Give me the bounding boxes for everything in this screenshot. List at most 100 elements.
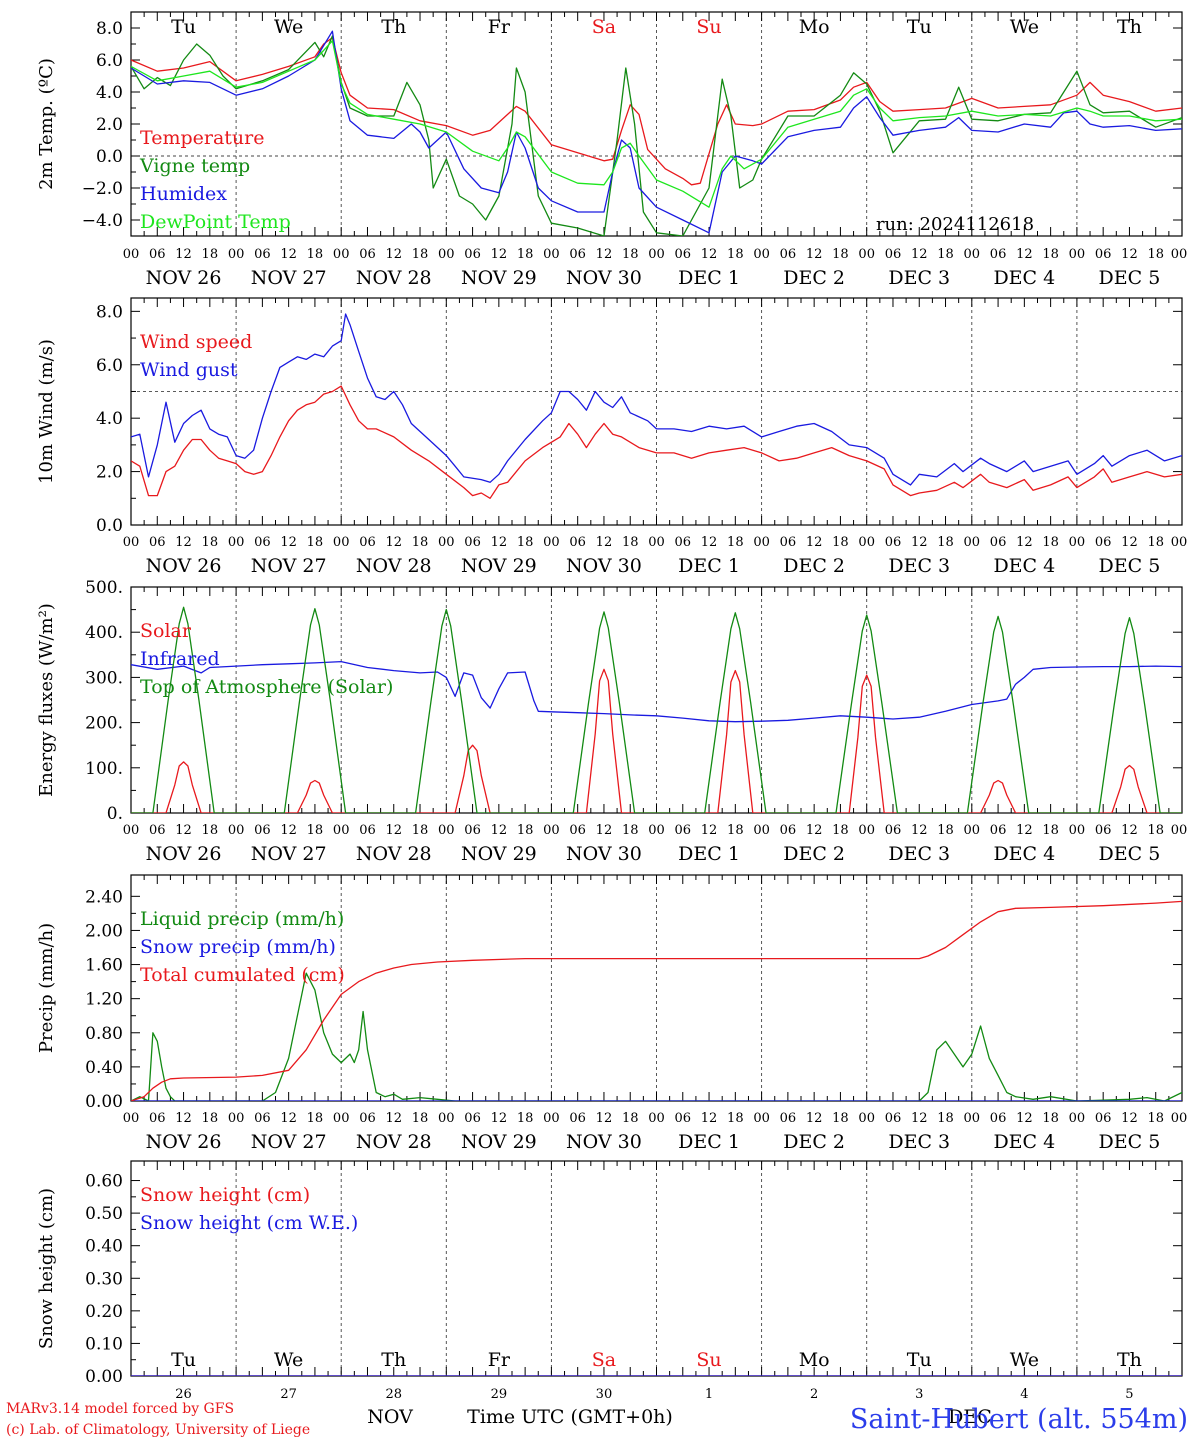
bottom-date-label: 28 — [385, 1387, 402, 1402]
hour-tick-label: 00 — [123, 823, 140, 838]
y-tick-label: 0.10 — [85, 1334, 123, 1354]
hour-tick-label: 00 — [438, 823, 455, 838]
hour-tick-label: 00 — [964, 823, 981, 838]
hour-tick-label: 12 — [701, 247, 718, 262]
y-axis-label: 10m Wind (m/s) — [36, 339, 57, 484]
hour-tick-label: 06 — [780, 535, 797, 550]
hour-tick-label: 12 — [175, 1111, 192, 1126]
hour-tick-label: 18 — [727, 535, 744, 550]
hour-tick-label: 06 — [780, 823, 797, 838]
hour-tick-label: 18 — [412, 247, 429, 262]
hour-tick-label: 12 — [280, 247, 297, 262]
weekday-label: Fr — [488, 1349, 511, 1371]
hour-tick-label: 12 — [701, 535, 718, 550]
hour-tick-label: 06 — [885, 823, 902, 838]
hour-tick-label: 00 — [123, 535, 140, 550]
y-tick-label: 100. — [85, 759, 123, 779]
weekday-label: Su — [696, 16, 721, 38]
hour-tick-label: 06 — [990, 247, 1007, 262]
hour-tick-label: 12 — [1121, 823, 1138, 838]
hour-tick-label: 18 — [307, 823, 324, 838]
hour-tick-label: 18 — [307, 247, 324, 262]
legend-entry: Wind gust — [140, 359, 238, 381]
hour-tick-label: 06 — [254, 535, 271, 550]
y-tick-label: 4.0 — [96, 83, 123, 103]
hour-tick-label: 12 — [1016, 1111, 1033, 1126]
hour-tick-label: 00 — [753, 535, 770, 550]
hour-tick-label: 06 — [885, 247, 902, 262]
series-line-red — [131, 385, 1182, 499]
hour-tick-label: 06 — [254, 247, 271, 262]
hour-tick-label: 18 — [517, 823, 534, 838]
date-label: NOV 26 — [146, 555, 222, 577]
hour-tick-label: 12 — [280, 823, 297, 838]
y-tick-label: 1.20 — [85, 990, 123, 1010]
date-label: NOV 30 — [566, 267, 642, 289]
y-tick-label: 6.0 — [96, 356, 123, 376]
hour-tick-label: 00 — [1069, 1111, 1086, 1126]
hour-tick-label: 06 — [359, 247, 376, 262]
hour-tick-label: 00 — [228, 1111, 245, 1126]
hour-tick-label: 06 — [780, 247, 797, 262]
bottom-date-label: 4 — [1020, 1387, 1028, 1402]
hour-tick-label: 18 — [727, 247, 744, 262]
series-line-green — [131, 972, 1182, 1101]
y-tick-label: 2.00 — [85, 921, 123, 941]
hour-tick-label: 12 — [280, 535, 297, 550]
hour-tick-label: 12 — [491, 1111, 508, 1126]
hour-tick-label: 12 — [596, 823, 613, 838]
y-tick-label: 0.40 — [85, 1237, 123, 1257]
hour-tick-label: 06 — [675, 1111, 692, 1126]
date-label: NOV 26 — [146, 267, 222, 289]
weekday-label: Su — [696, 1349, 721, 1371]
hour-tick-label: 06 — [569, 247, 586, 262]
hour-tick-label: 18 — [832, 247, 849, 262]
bottom-date-label: 1 — [705, 1387, 713, 1402]
legend-entry: Vigne temp — [139, 155, 250, 177]
hour-tick-label: 06 — [464, 1111, 481, 1126]
date-label: NOV 29 — [461, 555, 537, 577]
bottom-date-label: 26 — [175, 1387, 192, 1402]
hour-tick-label: 00 — [964, 1111, 981, 1126]
panel-snow: 0.00 0.10 0.20 0.30 0.40 0.50 0.60 Snow height … — [36, 1160, 1183, 1402]
hour-tick-label: 12 — [911, 1111, 928, 1126]
bottom-date-label: 30 — [596, 1387, 613, 1402]
legend-entry: Solar — [140, 620, 192, 642]
y-tick-label: 0.00 — [85, 1367, 123, 1387]
hour-tick-label: 18 — [937, 1111, 954, 1126]
date-label: NOV 28 — [356, 843, 432, 865]
hour-tick-label: 06 — [1095, 535, 1112, 550]
hour-tick-label: 00 — [1069, 823, 1086, 838]
weekday-label: Tu — [907, 16, 932, 38]
series-line-green — [131, 606, 1182, 813]
legend-entry: Total cumulated (cm) — [140, 964, 345, 986]
hour-tick-label: 00 — [648, 247, 665, 262]
hour-tick-label: 06 — [569, 823, 586, 838]
date-label: NOV 29 — [461, 843, 537, 865]
hour-tick-label: 00 — [333, 247, 350, 262]
hour-tick-label: 12 — [385, 1111, 402, 1126]
date-label: NOV 28 — [356, 555, 432, 577]
y-tick-label: 0.60 — [85, 1172, 123, 1192]
hour-tick-label: 18 — [412, 823, 429, 838]
y-axis-label: 2m Temp. (ºC) — [36, 58, 57, 190]
hour-tick-label: 06 — [990, 1111, 1007, 1126]
weekday-label: Mo — [799, 16, 830, 38]
y-tick-label: 0.40 — [85, 1058, 123, 1078]
hour-tick-label: 06 — [885, 535, 902, 550]
weekday-label: Th — [1117, 1349, 1142, 1371]
hour-tick-label: 00 — [648, 823, 665, 838]
date-label: DEC 1 — [678, 1131, 740, 1153]
hour-tick-label: 12 — [596, 1111, 613, 1126]
hour-tick-label: 12 — [385, 535, 402, 550]
weekday-label: Tu — [171, 16, 196, 38]
hour-tick-label: 00 — [648, 535, 665, 550]
hour-tick-label: 12 — [911, 823, 928, 838]
hour-tick-label: 06 — [149, 247, 166, 262]
hour-tick-label: 06 — [254, 823, 271, 838]
date-label: DEC 4 — [993, 555, 1055, 577]
y-tick-label: 300. — [85, 668, 123, 688]
hour-tick-label: 12 — [280, 1111, 297, 1126]
y-tick-label: 0.20 — [85, 1302, 123, 1322]
